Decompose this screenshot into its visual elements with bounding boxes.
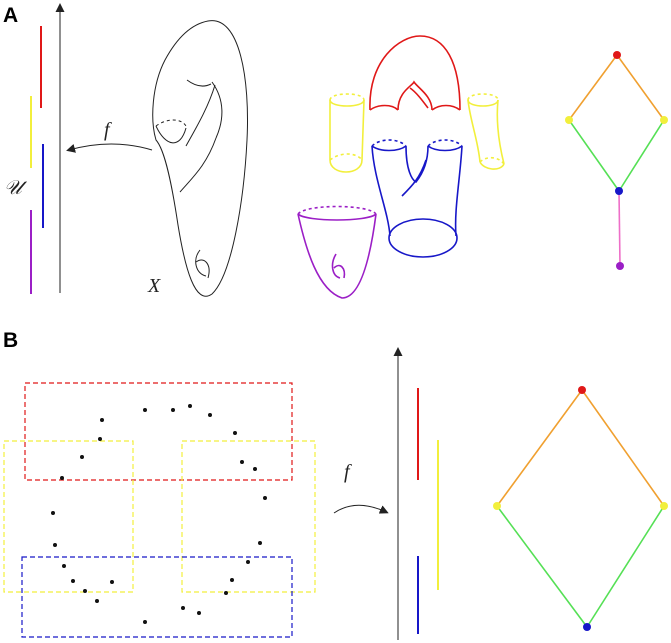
cover-box-blue [21,556,293,638]
point [171,408,175,412]
cover-box-yellow-left [3,440,134,593]
point [240,460,244,464]
graph-a-node-yellow-right [660,116,668,124]
graph-b-edge-orange-right [581,389,665,507]
surface-pieces [297,35,505,299]
surface-cut-dashed [155,119,187,127]
panel-b-map-label: f [344,461,352,483]
graph-b-node-yellow-right [660,502,668,510]
graph-a-edge-orange-left [568,54,618,121]
piece-red-pants [369,35,461,111]
panel-b: B [3,329,668,640]
panel-a-map-arrow [66,143,153,153]
surface-x: X [147,20,248,297]
surface-cut-solid [155,125,187,144]
point [51,511,55,515]
graph-a-node-purple [616,262,624,270]
point-cloud [51,404,267,624]
point [60,476,64,480]
graph-b-edge-green-right [586,505,665,628]
point [100,418,104,422]
piece-purple-cap [297,205,377,299]
point [110,580,114,584]
panel-b-map-arrow [333,504,389,514]
piece-yellow-cylinder-left [329,93,365,173]
surface-hole-inner [185,84,216,147]
point [62,564,66,568]
cover-symbol: 𝒰 [4,177,28,199]
graph-b-node-red [578,386,586,394]
panel-a-map-label: f [104,119,112,141]
point [263,496,267,500]
point [80,455,84,459]
point [83,589,87,593]
piece-blue-pants [371,139,463,258]
surface-hole-lower [179,137,217,193]
point [258,541,262,545]
graph-a-edge-green-left [568,119,620,192]
graph-a-node-yellow-left [565,116,573,124]
cover-box-red [24,382,293,481]
point [230,578,234,582]
graph-b-node-yellow-left [493,502,501,510]
point [53,543,57,547]
point [71,579,75,583]
graph-b-edge-green-left [496,505,588,628]
point [253,467,257,471]
piece-yellow-cylinder-right [467,93,505,170]
space-x-label: X [147,275,161,297]
surface-outline [152,20,248,297]
point [246,560,250,564]
point [95,599,99,603]
point [224,591,228,595]
graph-a-edge-orange-right [616,54,665,121]
point [143,620,147,624]
mapper-graph-a [565,51,668,270]
surface-bottom-hole-right [195,259,210,279]
point [98,437,102,441]
point [143,408,147,412]
point [197,611,201,615]
mapper-graph-b [493,386,668,631]
graph-b-edge-orange-left [496,389,583,507]
graph-a-edge-green-right [618,119,665,192]
point [188,404,192,408]
point [233,431,237,435]
point [181,606,185,610]
point [208,413,212,417]
graph-a-node-blue [615,187,623,195]
panel-b-label: B [3,329,18,352]
panel-a: A 𝒰 f X [3,3,668,299]
surface-bottom-hole-left [195,249,207,277]
panel-a-label: A [3,4,18,27]
cover-box-yellow-right [181,440,316,593]
graph-b-node-blue [583,623,591,631]
graph-a-edge-pink [618,190,621,267]
surface-hole-rim [186,79,212,87]
graph-a-node-red [613,51,621,59]
